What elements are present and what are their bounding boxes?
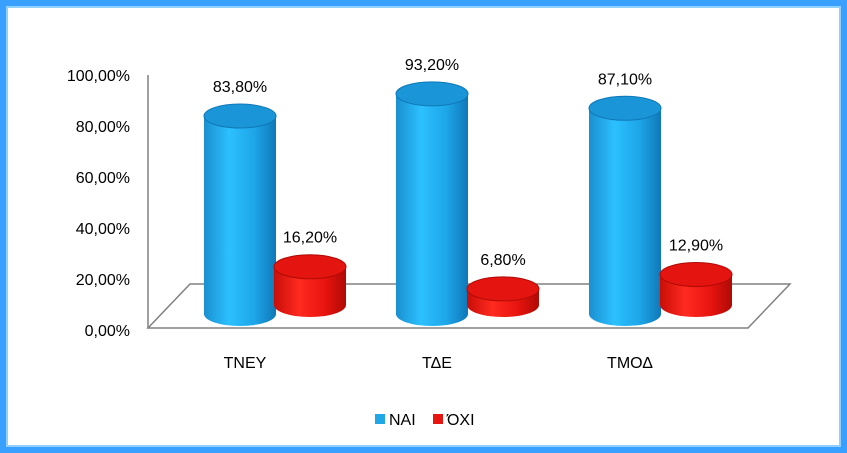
legend: ΝΑΙ ΌΧΙ (375, 412, 475, 429)
x-category-label: ΤΔΕ (422, 355, 452, 372)
legend-label-nai: ΝΑΙ (389, 412, 416, 429)
x-category-label: ΤΜΟΔ (607, 355, 653, 372)
bar-cap-nai-0 (203, 103, 277, 129)
bar-oxi-0 (274, 266, 346, 317)
data-label: 83,80% (213, 79, 267, 96)
legend-swatch-nai (375, 414, 385, 424)
y-tick-label: 100,00% (67, 68, 130, 85)
data-label: 6,80% (480, 252, 525, 269)
bar-nai-1 (396, 93, 468, 326)
data-label: 93,20% (405, 57, 459, 74)
bar-nai-2 (589, 108, 661, 326)
bar-cap-nai-2 (588, 95, 662, 121)
y-tick-label: 40,00% (76, 221, 130, 238)
legend-label-oxi: ΌΧΙ (446, 412, 475, 429)
bar-cap-oxi-2 (659, 262, 733, 288)
bar-cap-oxi-0 (273, 254, 347, 280)
y-tick-label: 20,00% (76, 272, 130, 289)
y-tick-label: 80,00% (76, 119, 130, 136)
data-label: 12,90% (669, 238, 723, 255)
x-axis: ΤΝΕΥ ΤΔΕ ΤΜΟΔ (224, 355, 654, 372)
data-label: 16,20% (283, 230, 337, 247)
data-label: 87,10% (598, 71, 652, 88)
y-tick-label: 60,00% (76, 170, 130, 187)
bar-cap-oxi-1 (466, 276, 540, 302)
bar-cap-nai-1 (395, 81, 469, 107)
bars-group: 83,80% 93,20% 87,10% 16,20% 6,80% 12,90% (203, 57, 733, 326)
x-category-label: ΤΝΕΥ (224, 355, 267, 372)
bar-nai-0 (204, 116, 276, 326)
legend-swatch-oxi (433, 414, 443, 424)
y-axis: 0,00% 20,00% 40,00% 60,00% 80,00% 100,00… (67, 68, 130, 340)
y-tick-label: 0,00% (85, 323, 130, 340)
